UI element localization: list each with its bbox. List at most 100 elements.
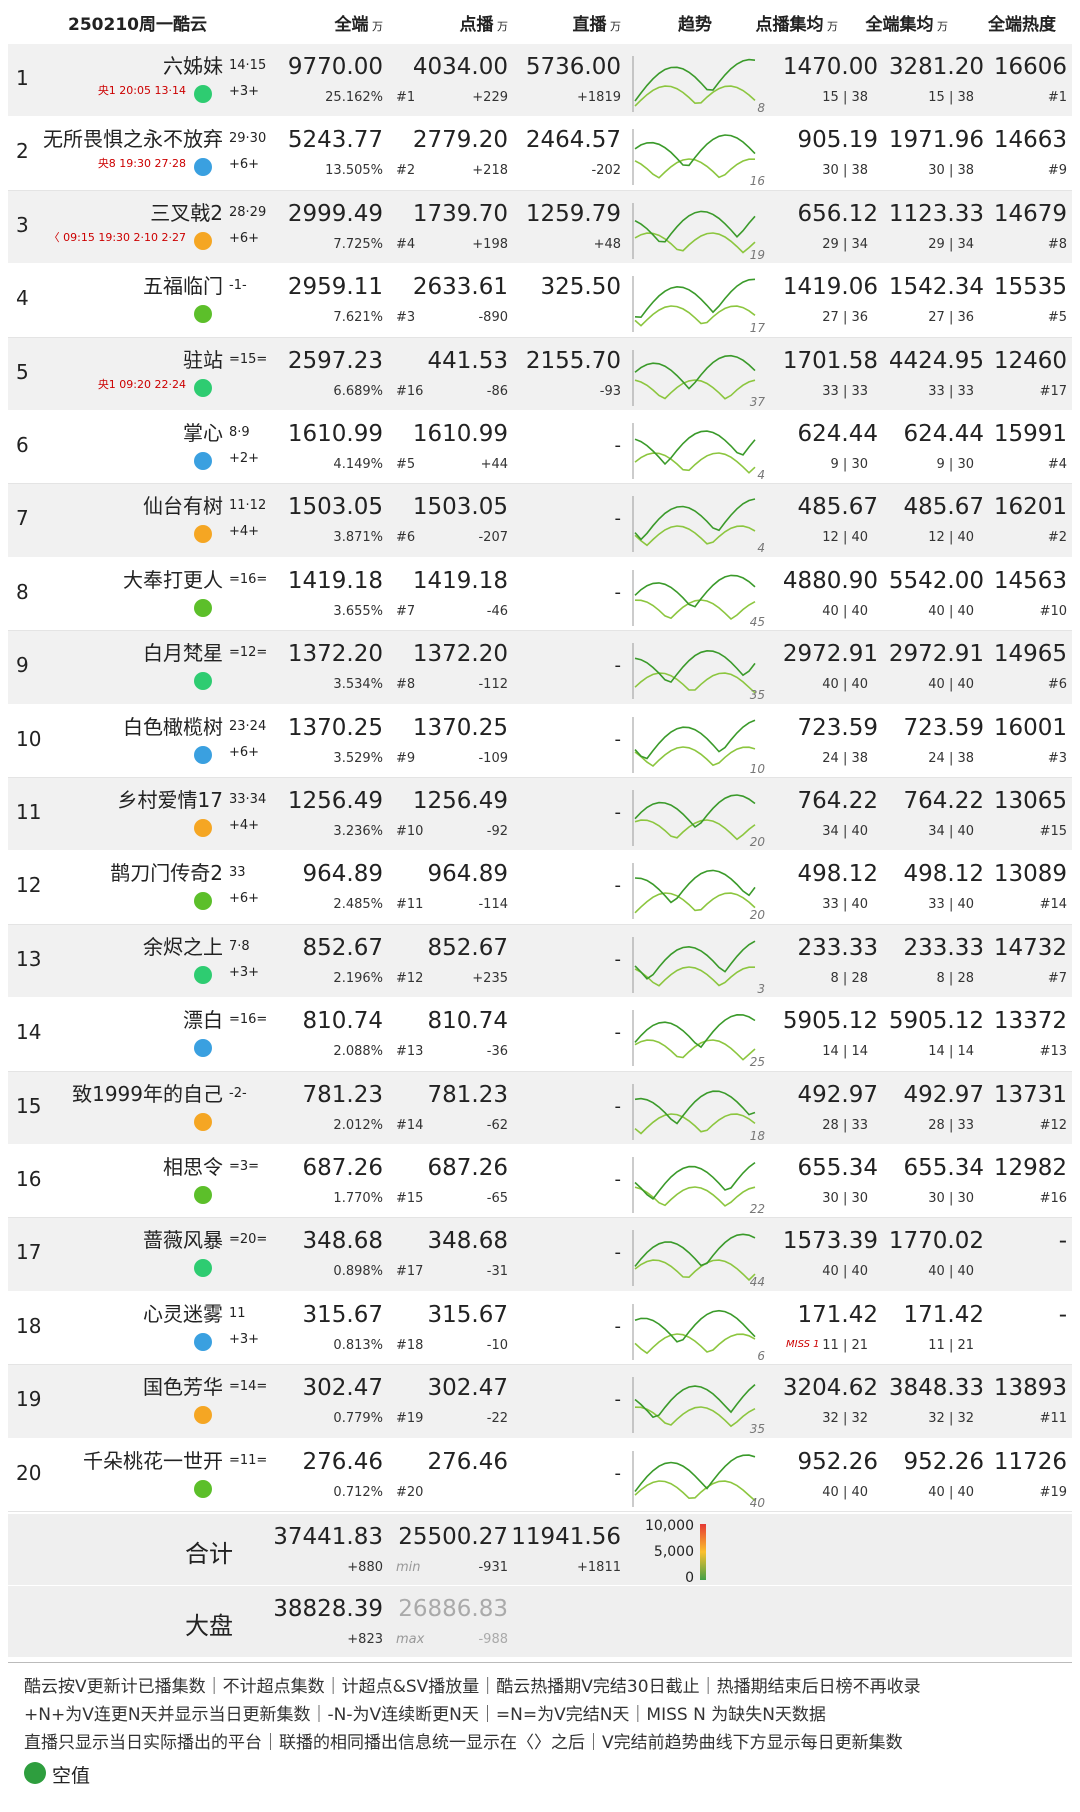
heat: 16606: [993, 54, 1067, 80]
heat: 14965: [993, 641, 1067, 668]
episodes: =20=: [229, 1232, 268, 1248]
trend-sparkline: 17: [632, 276, 765, 335]
platform-icon: [194, 158, 212, 177]
title: 国色芳华: [143, 1375, 223, 1400]
rank: 11: [16, 800, 42, 824]
avg-dian: 1701.58: [782, 347, 878, 374]
column-label: 全端集均: [865, 15, 934, 35]
dian-rank: #20: [396, 1484, 424, 1500]
avg-total: 485.67: [903, 494, 984, 521]
avg-dian-sub: 33 | 33: [822, 383, 868, 399]
share: 4.149%: [333, 457, 383, 472]
dian: 315.67: [427, 1301, 508, 1328]
share: 2.088%: [333, 1044, 383, 1060]
channel-info: 央1 20:05 13·14: [97, 84, 186, 97]
dian: 1503.05: [412, 494, 508, 521]
trend-line: [634, 1112, 756, 1135]
total: 348.68: [302, 1228, 383, 1255]
total: 2959.11: [287, 274, 383, 301]
trend-sparkline: 44: [632, 1230, 765, 1289]
dian-rank: #5: [396, 457, 416, 472]
episodes: =11=: [229, 1452, 268, 1468]
avg-total-sub: 40 | 40: [928, 677, 974, 693]
trend-sparkline: 37: [632, 349, 765, 409]
avg-total-sub: 40 | 40: [928, 1264, 974, 1280]
dian: 441.53: [427, 347, 508, 374]
avg-dian: 1573.39: [782, 1228, 878, 1255]
dian-change: +235: [472, 970, 508, 986]
title: 鹊刀门传奇2: [110, 861, 223, 886]
summary-dian-note: min: [396, 1560, 421, 1575]
table-row: 10 白色橄榄树 23·24 +6+ 1370.25 3.529% 1370.25 #9 -10…: [8, 704, 1072, 778]
platform-icon: [194, 525, 212, 544]
unit: 万: [368, 20, 383, 33]
dian-change: -36: [486, 1044, 508, 1060]
avg-dian-sub: 40 | 40: [822, 1484, 868, 1500]
avg-total-sub: 34 | 40: [928, 824, 974, 839]
live: 325.50: [540, 274, 621, 301]
platform-icon: [194, 1332, 212, 1351]
heat: 12982: [993, 1155, 1067, 1181]
trend-label: 20: [750, 908, 766, 922]
update-tag: +3+: [229, 84, 260, 99]
trend-line: [634, 598, 756, 620]
avg-total: 723.59: [903, 714, 984, 741]
trend-line: [634, 650, 756, 684]
title: 仙台有树: [143, 494, 223, 519]
avg-total-sub: 8 | 28: [936, 970, 974, 986]
avg-dian: 655.34: [797, 1155, 878, 1181]
channel-info: 〈 09:15 19:30 2·10 2·27: [48, 230, 186, 244]
heat: 16201: [993, 494, 1067, 521]
avg-total: 5905.12: [888, 1008, 984, 1035]
platform-icon: [194, 745, 212, 764]
dian-rank: #16: [396, 383, 424, 399]
avg-dian-sub: 40 | 40: [822, 603, 868, 619]
rank: 14: [16, 1020, 42, 1045]
avg-dian-sub: 9 | 30: [830, 457, 868, 472]
heat-rank: #14: [1039, 897, 1067, 913]
total: 781.23: [302, 1081, 383, 1108]
heat: 11726: [993, 1448, 1067, 1475]
table-row: 7 仙台有树 11·12 +4+ 1503.05 3.871% 1503.05 #6 -207 -…: [8, 484, 1072, 557]
avg-dian: 624.44: [797, 421, 878, 447]
avg-total-sub: 11 | 21: [928, 1337, 974, 1353]
avg-dian: 492.97: [797, 1081, 878, 1108]
table-row: 20 千朵桃花一世开 =11= 276.46 0.712% 276.46 #20-40 952…: [8, 1438, 1072, 1512]
rank: 10: [16, 726, 42, 751]
title: 白色橄榄树: [123, 714, 223, 739]
title: 蔷薇风暴: [143, 1228, 223, 1253]
table-row: 13 余烬之上 7·8 +3+ 852.67 2.196% 852.67 #12 +235-3 2…: [8, 924, 1072, 998]
column-label: 直播: [572, 15, 607, 35]
live: -: [614, 435, 622, 456]
summary-total: 38828.39: [273, 1596, 383, 1622]
dian-rank: #1: [396, 90, 416, 105]
heat-rank: #17: [1039, 383, 1067, 399]
dian: 810.74: [427, 1008, 508, 1035]
trend-line: [634, 231, 756, 254]
miss-tag: MISS 1: [786, 1338, 820, 1350]
episodes: 29·30: [229, 131, 267, 147]
dian: 1610.99: [412, 421, 508, 447]
table-row: 14 漂白 =16= 810.74 2.088% 810.74 #13 -36-25 5905.…: [8, 998, 1072, 1072]
header-row: 250210周一酷云 全端 万点播 万直播 万趋势 点播集均 万全端集均 万全端热度: [8, 0, 1072, 46]
update-tag: +6+: [229, 744, 260, 760]
share: 3.871%: [333, 530, 383, 546]
avg-dian-sub: 32 | 32: [822, 1411, 868, 1427]
total: 810.74: [302, 1008, 383, 1035]
avg-total: 4424.95: [888, 347, 984, 374]
avg-dian-sub: 29 | 34: [822, 236, 868, 252]
trend-label: 45: [750, 615, 765, 629]
platform-icon: [194, 1186, 212, 1204]
avg-dian-sub: 27 | 36: [822, 310, 868, 326]
heat: 14732: [993, 934, 1067, 961]
unit: 万: [933, 20, 948, 33]
live: -: [614, 948, 622, 970]
rank: 7: [16, 506, 29, 531]
trend-sparkline: 10: [632, 716, 765, 776]
footer-note: 酷云按V更新计已播集数｜不计超点集数｜计超点&SV播放量｜酷云热播期V完结30日…: [24, 1677, 921, 1697]
avg-dian: 1470.00: [782, 54, 878, 80]
platform-icon: [194, 1112, 212, 1131]
summary-dian: 26886.83: [398, 1596, 508, 1622]
dian-change: -86: [486, 383, 508, 399]
title: 乡村爱情17: [117, 788, 223, 812]
